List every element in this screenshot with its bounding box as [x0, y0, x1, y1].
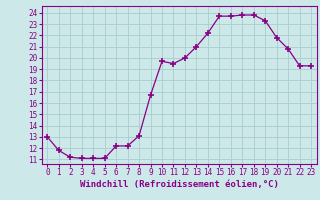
X-axis label: Windchill (Refroidissement éolien,°C): Windchill (Refroidissement éolien,°C): [80, 180, 279, 189]
